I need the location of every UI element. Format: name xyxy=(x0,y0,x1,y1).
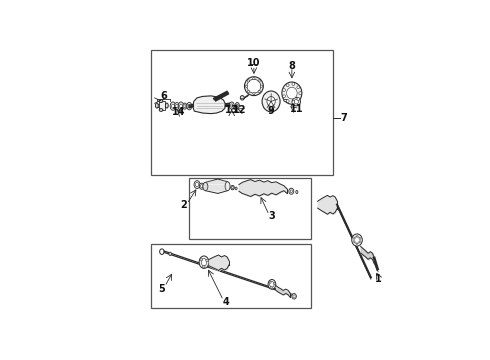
Ellipse shape xyxy=(199,183,204,189)
Circle shape xyxy=(286,100,289,102)
Ellipse shape xyxy=(240,96,244,100)
Ellipse shape xyxy=(203,183,208,191)
Ellipse shape xyxy=(159,109,163,111)
Text: 12: 12 xyxy=(233,105,247,115)
Ellipse shape xyxy=(184,105,186,108)
Polygon shape xyxy=(193,96,225,114)
Ellipse shape xyxy=(267,96,275,106)
Ellipse shape xyxy=(199,256,209,269)
Ellipse shape xyxy=(236,104,238,107)
Circle shape xyxy=(253,77,255,80)
Ellipse shape xyxy=(262,91,280,112)
Ellipse shape xyxy=(235,187,237,190)
Ellipse shape xyxy=(170,102,176,110)
Bar xyxy=(151,244,311,308)
Circle shape xyxy=(258,90,260,93)
Circle shape xyxy=(359,241,361,243)
Circle shape xyxy=(258,80,260,82)
Ellipse shape xyxy=(169,252,171,256)
Ellipse shape xyxy=(296,190,298,194)
Ellipse shape xyxy=(354,237,360,244)
Polygon shape xyxy=(205,179,227,193)
Text: 8: 8 xyxy=(289,60,295,71)
Ellipse shape xyxy=(270,282,274,287)
Circle shape xyxy=(297,98,299,100)
Bar xyxy=(189,177,311,239)
Circle shape xyxy=(292,83,294,85)
Ellipse shape xyxy=(289,188,294,194)
Circle shape xyxy=(283,89,286,91)
Ellipse shape xyxy=(180,104,182,108)
Text: 10: 10 xyxy=(247,58,261,68)
Circle shape xyxy=(269,281,271,283)
Text: 9: 9 xyxy=(268,105,274,116)
Ellipse shape xyxy=(293,295,295,298)
Ellipse shape xyxy=(352,234,362,246)
Text: 11: 11 xyxy=(290,104,303,114)
Ellipse shape xyxy=(231,185,234,190)
Text: 7: 7 xyxy=(341,113,347,123)
Circle shape xyxy=(206,259,208,262)
Ellipse shape xyxy=(172,104,174,108)
Ellipse shape xyxy=(200,185,203,188)
Ellipse shape xyxy=(294,99,298,104)
Circle shape xyxy=(270,287,272,289)
Ellipse shape xyxy=(183,103,187,109)
Ellipse shape xyxy=(188,104,191,108)
Circle shape xyxy=(356,243,358,244)
Ellipse shape xyxy=(245,77,263,96)
Ellipse shape xyxy=(268,279,276,289)
Ellipse shape xyxy=(174,103,179,110)
Text: 13: 13 xyxy=(225,105,239,115)
Text: 1: 1 xyxy=(375,274,382,284)
Text: 4: 4 xyxy=(223,297,229,307)
Circle shape xyxy=(353,241,355,243)
Ellipse shape xyxy=(282,82,302,104)
Circle shape xyxy=(260,85,263,87)
Polygon shape xyxy=(157,104,167,107)
Circle shape xyxy=(202,265,205,268)
Circle shape xyxy=(200,258,203,261)
Circle shape xyxy=(273,282,275,284)
Ellipse shape xyxy=(194,181,200,188)
Ellipse shape xyxy=(187,102,192,110)
Polygon shape xyxy=(159,102,165,110)
Ellipse shape xyxy=(235,103,239,109)
Circle shape xyxy=(283,95,286,98)
Ellipse shape xyxy=(229,102,234,109)
Ellipse shape xyxy=(201,258,207,266)
Ellipse shape xyxy=(159,100,163,103)
Circle shape xyxy=(292,101,294,103)
Circle shape xyxy=(245,85,247,87)
Ellipse shape xyxy=(225,182,230,191)
Ellipse shape xyxy=(232,186,233,189)
Ellipse shape xyxy=(292,293,296,299)
Circle shape xyxy=(297,86,299,89)
Text: 14: 14 xyxy=(172,107,185,117)
Ellipse shape xyxy=(290,190,293,193)
Circle shape xyxy=(247,80,250,82)
Ellipse shape xyxy=(231,104,233,107)
Text: 3: 3 xyxy=(269,211,275,221)
Circle shape xyxy=(356,235,358,237)
Circle shape xyxy=(286,84,289,86)
Ellipse shape xyxy=(247,79,261,93)
Ellipse shape xyxy=(155,103,158,108)
Text: 6: 6 xyxy=(160,91,167,102)
Bar xyxy=(151,50,333,175)
Ellipse shape xyxy=(196,183,199,187)
Circle shape xyxy=(359,238,361,239)
Ellipse shape xyxy=(292,98,300,106)
Circle shape xyxy=(354,237,355,239)
Text: 5: 5 xyxy=(158,284,165,293)
Circle shape xyxy=(253,93,255,95)
Ellipse shape xyxy=(178,102,184,110)
Text: 2: 2 xyxy=(181,201,187,210)
Ellipse shape xyxy=(284,99,288,102)
Ellipse shape xyxy=(175,104,178,108)
Ellipse shape xyxy=(166,103,168,108)
Circle shape xyxy=(247,90,250,93)
Circle shape xyxy=(299,92,301,94)
Ellipse shape xyxy=(287,87,297,99)
